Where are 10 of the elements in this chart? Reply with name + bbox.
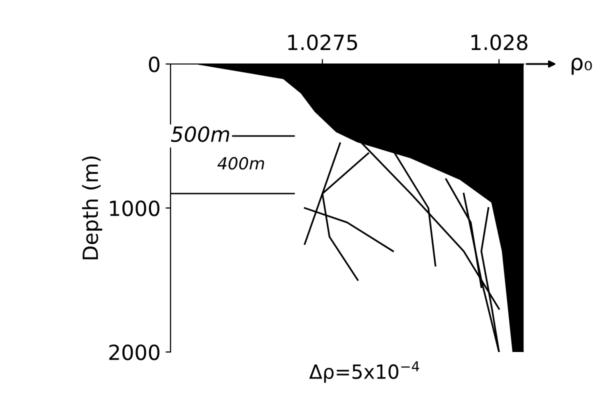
y-tick-label: 0 xyxy=(148,56,160,72)
text: Δρ=5x10$^{−4}$ xyxy=(309,361,420,383)
y-axis-title: Depth (m) xyxy=(82,156,102,260)
annotation: 400m xyxy=(217,157,264,170)
x-axis-title: ρ₀ xyxy=(572,58,592,75)
y-tick-label: 1000 xyxy=(110,200,160,216)
x-tick-label: 1.0275 xyxy=(288,34,358,50)
y-tick-label: 2000 xyxy=(109,344,160,360)
x-tick-label: 1.028 xyxy=(471,34,528,50)
ref-line-label: 500m xyxy=(170,126,230,142)
